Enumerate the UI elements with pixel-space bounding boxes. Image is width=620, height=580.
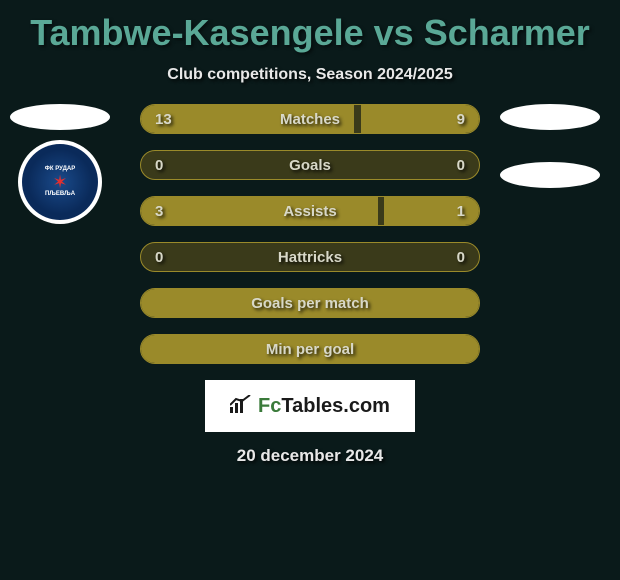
stats-container: ФК РУДАР ✶ ПЉЕВЉА 139Matches 00Goals 31Ass… [0,104,620,364]
right-team-badges [500,104,600,198]
stat-label: Hattricks [141,243,479,271]
stat-label: Matches [141,105,479,133]
page-title: Tambwe-Kasengele vs Scharmer [0,0,620,66]
stat-label: Min per goal [141,335,479,363]
stat-label: Assists [141,197,479,225]
player-photo-placeholder-right-1 [500,104,600,130]
stat-row: 00Hattricks [140,242,480,272]
club-badge-left: ФК РУДАР ✶ ПЉЕВЉА [18,140,102,224]
chart-icon [230,395,252,418]
player-photo-placeholder-right-2 [500,162,600,188]
subtitle: Club competitions, Season 2024/2025 [0,66,620,104]
stat-rows: 139Matches 00Goals 31Assists 00Hattricks Goa… [140,104,480,364]
stat-label: Goals [141,151,479,179]
player-photo-placeholder-left [10,104,110,130]
stat-row: 31Assists [140,196,480,226]
stat-row: Goals per match [140,288,480,318]
stat-row: Min per goal [140,334,480,364]
brand-text: FcTables.com [258,395,390,418]
date-text: 20 december 2024 [0,432,620,466]
left-team-badges: ФК РУДАР ✶ ПЉЕВЉА [10,104,110,224]
stat-row: 139Matches [140,104,480,134]
brand-box[interactable]: FcTables.com [205,380,415,432]
stat-row: 00Goals [140,150,480,180]
stat-label: Goals per match [141,289,479,317]
